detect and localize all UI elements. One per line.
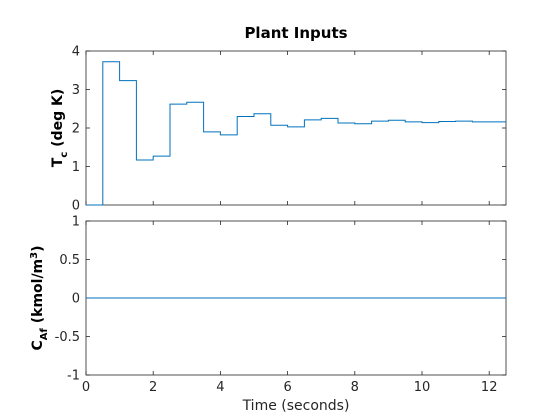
y-tick-label: 0 bbox=[72, 292, 80, 307]
bottom-ylabel-end: ) bbox=[30, 245, 46, 251]
top-ticks bbox=[85, 50, 506, 206]
top-axes-box bbox=[85, 50, 507, 206]
top-tick-labels: 0 1 2 3 4 bbox=[72, 45, 80, 214]
top-ylabel-main: T bbox=[50, 157, 66, 167]
x-axis-label: Time (seconds) bbox=[242, 398, 350, 414]
y-tick-label: 3 bbox=[72, 83, 80, 98]
x-tick-label: 6 bbox=[283, 380, 291, 395]
bottom-ylabel-rest: (kmol/m bbox=[30, 259, 46, 328]
top-ylabel-rest: (deg K) bbox=[50, 89, 66, 152]
top-chart-title: Plant Inputs bbox=[244, 24, 347, 42]
x-tick-label: 4 bbox=[216, 380, 224, 395]
x-tick-label: 0 bbox=[82, 380, 90, 395]
top-y-axis-label: Tc (deg K) bbox=[50, 89, 70, 167]
bottom-ticks bbox=[85, 220, 506, 376]
bottom-ylabel-main: C bbox=[30, 340, 46, 350]
bottom-ylabel-sub: Af bbox=[39, 328, 50, 341]
top-ylabel-sub: c bbox=[59, 152, 70, 158]
bottom-axes: 0 2 4 6 8 10 12 -1 -0.5 0 0.5 1 CAf (kmol/m3) Time … bbox=[29, 215, 507, 414]
x-tick-label: 10 bbox=[414, 380, 431, 395]
x-tick-label: 12 bbox=[481, 380, 498, 395]
top-axes: Plant Inputs 0 1 2 3 4 Tc (deg K) bbox=[50, 24, 507, 214]
bottom-y-axis-label: CAf (kmol/m3) bbox=[29, 245, 50, 350]
bottom-tick-labels: 0 2 4 6 8 10 12 -1 -0.5 0 0.5 1 bbox=[55, 215, 498, 396]
y-tick-label: -0.5 bbox=[55, 330, 80, 345]
x-tick-label: 8 bbox=[351, 380, 359, 395]
y-tick-label: 1 bbox=[72, 160, 80, 175]
x-tick-label: 2 bbox=[149, 380, 157, 395]
y-tick-label: -1 bbox=[67, 369, 80, 384]
y-tick-label: 1 bbox=[72, 215, 80, 230]
y-tick-label: 0.5 bbox=[59, 253, 80, 268]
y-tick-label: 2 bbox=[72, 122, 80, 137]
y-tick-label: 0 bbox=[72, 199, 80, 214]
bottom-ylabel-sup: 3 bbox=[29, 252, 40, 259]
top-series-line bbox=[86, 61, 506, 206]
y-tick-label: 4 bbox=[72, 45, 80, 60]
